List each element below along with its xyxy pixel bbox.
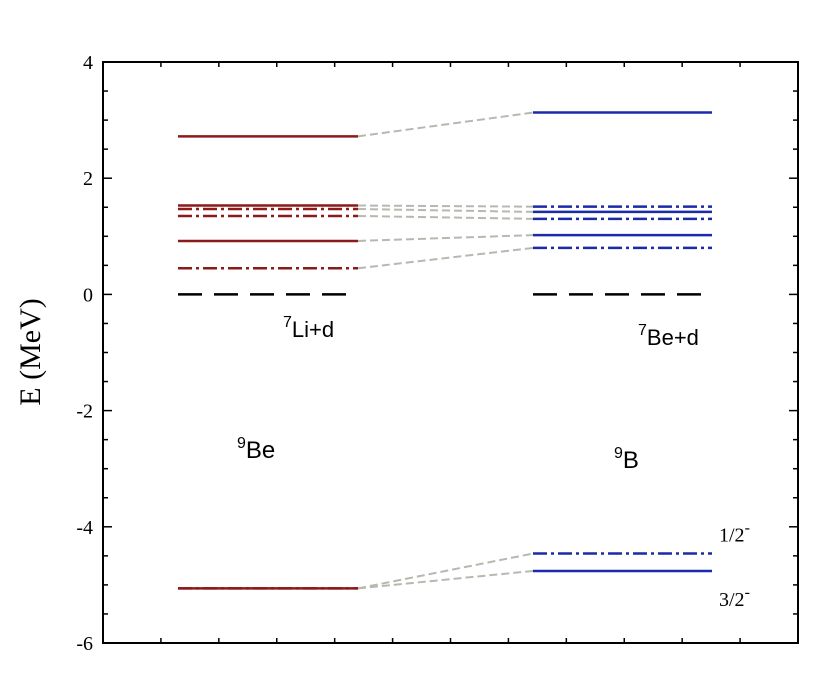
level-connector xyxy=(357,111,534,138)
level-connectors xyxy=(357,111,534,590)
y-tick-label: -6 xyxy=(76,633,93,655)
y-tick-label: 4 xyxy=(83,52,93,74)
y-tick-label: -2 xyxy=(76,401,93,423)
level-connector xyxy=(357,234,534,242)
threshold-label: 7Li+d xyxy=(283,314,334,342)
y-tick-labels: 4 2 0 -2 -4 -6 xyxy=(76,52,93,655)
y-tick-label: 0 xyxy=(83,284,93,306)
y-tick-label: -4 xyxy=(76,517,93,539)
level-connector xyxy=(357,552,534,590)
level-connector xyxy=(357,214,534,220)
nucleus-label: 9B xyxy=(614,445,639,474)
plot-frame xyxy=(102,61,799,644)
level-connector xyxy=(357,204,534,208)
y-axis-label: E (MeV) xyxy=(14,298,47,405)
energy-levels xyxy=(178,111,712,590)
nucleus-labels: 7Li+d 7Be+d 9Be 9B 1/2- 3/2- xyxy=(237,314,750,611)
nucleus-label: 9Be xyxy=(237,435,275,464)
spin-parity-label: 1/2- xyxy=(719,520,750,547)
level-connector xyxy=(357,246,534,270)
level-connector xyxy=(357,207,534,213)
axis-ticks xyxy=(103,61,798,644)
spin-parity-label: 3/2- xyxy=(719,584,750,611)
level-connector xyxy=(357,569,534,590)
y-tick-label: 2 xyxy=(83,168,93,190)
threshold-label: 7Be+d xyxy=(638,322,699,350)
